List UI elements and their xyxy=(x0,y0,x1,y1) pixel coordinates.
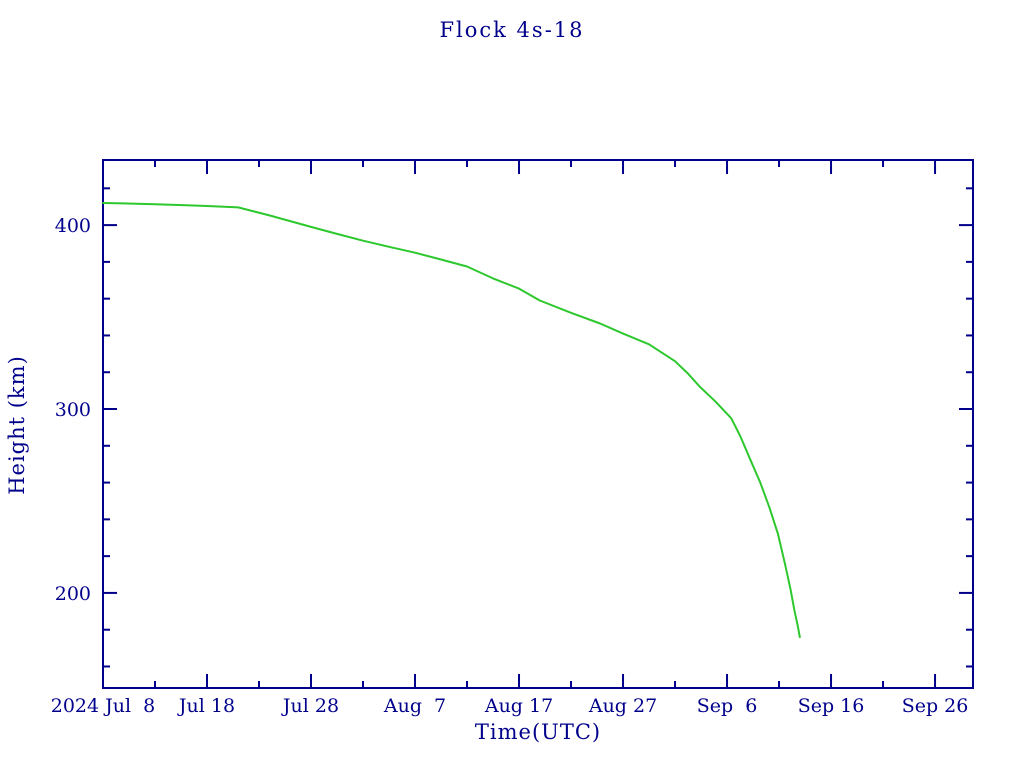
y-tick-label: 300 xyxy=(55,399,91,421)
x-tick-label: Sep 6 xyxy=(697,695,758,717)
x-tick-label: Jul 28 xyxy=(281,695,339,717)
y-tick-label: 400 xyxy=(55,215,91,237)
y-tick-label: 200 xyxy=(55,583,91,605)
x-tick-label: Jul 18 xyxy=(177,695,235,717)
x-tick-label: Sep 26 xyxy=(902,695,969,717)
decay-curve xyxy=(102,202,801,639)
x-tick-label: Aug 7 xyxy=(383,695,446,717)
x-tick-label: Aug 27 xyxy=(588,695,657,717)
tick-labels: 2024 Jul 8 Jul 18 Jul 28 Aug 7 Aug 17 Aug 27 S… xyxy=(51,215,969,717)
axis-ticks xyxy=(102,160,973,688)
x-tick-label: 2024 Jul 8 xyxy=(51,695,156,717)
chart-title: Flock 4s-18 xyxy=(439,18,585,42)
x-tick-label: Aug 17 xyxy=(484,695,553,717)
x-axis-title: Time(UTC) xyxy=(474,720,602,744)
plot-frame xyxy=(102,159,974,689)
y-axis-title: Height (km) xyxy=(5,355,29,495)
x-tick-label: Sep 16 xyxy=(798,695,865,717)
